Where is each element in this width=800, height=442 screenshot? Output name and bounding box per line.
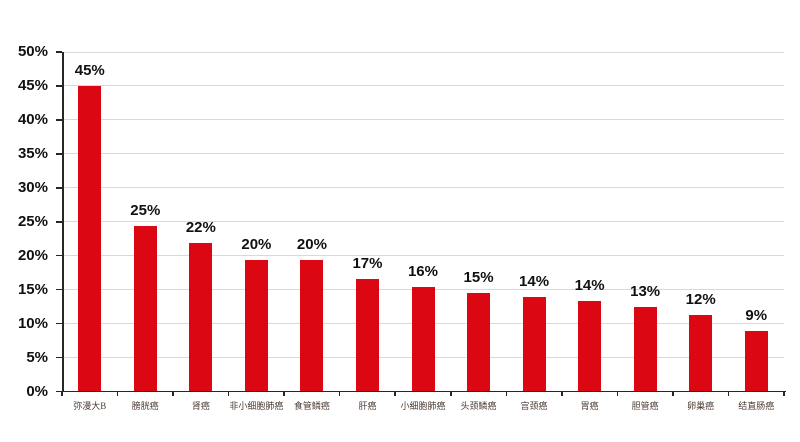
y-axis-tick bbox=[56, 288, 62, 291]
gridline bbox=[62, 187, 784, 189]
bar bbox=[411, 286, 435, 392]
bar bbox=[633, 307, 657, 392]
gridline bbox=[62, 255, 784, 257]
x-axis-tick bbox=[783, 391, 785, 396]
y-tick-label: 25% bbox=[17, 212, 48, 230]
x-tick-label: 肾癌 bbox=[191, 401, 210, 411]
y-tick-label: 5% bbox=[26, 348, 48, 366]
bar bbox=[300, 259, 324, 392]
y-axis-tick bbox=[56, 153, 62, 155]
x-tick-label: 宫颈癌 bbox=[520, 401, 548, 411]
bar-value-label: 25% bbox=[130, 201, 161, 219]
bar bbox=[578, 300, 602, 392]
bar-value-label: 9% bbox=[745, 307, 768, 325]
y-tick-label: 35% bbox=[17, 144, 48, 162]
bar-value-label: 17% bbox=[352, 255, 383, 273]
y-axis-tick bbox=[56, 119, 62, 121]
x-axis-tick bbox=[394, 391, 396, 396]
gridline bbox=[62, 51, 784, 53]
y-tick-label: 40% bbox=[17, 110, 48, 128]
bar-value-label: 16% bbox=[407, 262, 438, 280]
x-axis-tick bbox=[116, 391, 119, 396]
x-axis-tick bbox=[727, 391, 730, 396]
x-axis-tick bbox=[450, 391, 452, 396]
bar bbox=[244, 259, 268, 392]
x-tick-label: 弥漫大B bbox=[73, 401, 107, 411]
y-tick-label: 10% bbox=[17, 314, 48, 332]
x-tick-label: 胆管癌 bbox=[631, 401, 659, 411]
x-tick-label: 卵巢癌 bbox=[687, 401, 715, 411]
x-tick-label: 胃癌 bbox=[580, 401, 599, 411]
y-tick-label: 50% bbox=[17, 43, 48, 60]
x-axis-tick bbox=[561, 391, 563, 396]
x-axis-tick bbox=[283, 391, 285, 396]
gridline bbox=[62, 119, 784, 121]
x-axis-tick bbox=[338, 391, 341, 396]
bar bbox=[78, 85, 102, 392]
bar bbox=[133, 225, 157, 392]
bar-value-label: 45% bbox=[74, 61, 105, 79]
x-axis-tick bbox=[227, 391, 230, 396]
bar-value-label: 20% bbox=[241, 235, 272, 253]
bar-value-label: 20% bbox=[296, 235, 327, 253]
x-tick-label: 食管鳞癌 bbox=[293, 401, 330, 411]
x-tick-label: 结直肠癌 bbox=[738, 401, 775, 411]
y-axis-tick bbox=[56, 356, 62, 359]
bar bbox=[522, 297, 546, 392]
x-axis-tick bbox=[616, 391, 619, 396]
bar-value-label: 12% bbox=[685, 290, 716, 308]
x-tick-label: 肝癌 bbox=[358, 401, 377, 411]
gridline bbox=[62, 85, 784, 87]
x-axis-tick bbox=[172, 391, 174, 396]
bar-value-label: 15% bbox=[463, 269, 494, 287]
bar bbox=[467, 293, 491, 392]
y-axis-tick bbox=[56, 51, 62, 53]
y-axis-tick bbox=[56, 187, 62, 189]
y-tick-label: 0% bbox=[26, 382, 48, 400]
gridline bbox=[62, 153, 784, 155]
x-axis-tick bbox=[672, 391, 674, 396]
y-axis-tick bbox=[56, 85, 62, 87]
x-tick-label: 膀胱癌 bbox=[131, 401, 159, 411]
y-tick-label: 15% bbox=[17, 280, 48, 298]
y-axis-line bbox=[62, 52, 64, 392]
bar-value-label: 13% bbox=[630, 283, 661, 301]
y-tick-label: 20% bbox=[17, 246, 48, 264]
y-tick-label: 45% bbox=[17, 76, 48, 94]
y-axis-tick bbox=[56, 221, 62, 223]
x-tick-label: 小细胞肺癌 bbox=[400, 401, 446, 411]
x-axis-tick bbox=[505, 391, 508, 396]
gridline bbox=[62, 221, 784, 223]
bar-value-label: 22% bbox=[185, 219, 216, 237]
x-axis-tick bbox=[61, 391, 63, 396]
bar bbox=[689, 314, 713, 392]
bar bbox=[189, 243, 213, 392]
bar-value-label: 14% bbox=[519, 273, 550, 291]
x-tick-label: 头颈鳞癌 bbox=[460, 401, 497, 411]
x-tick-label: 非小细胞肺癌 bbox=[229, 401, 284, 411]
y-axis-tick bbox=[56, 254, 62, 257]
bar-value-label: 14% bbox=[574, 276, 605, 294]
x-axis-line bbox=[62, 390, 786, 393]
bar bbox=[355, 279, 379, 392]
y-tick-label: 30% bbox=[17, 178, 48, 196]
y-axis-tick bbox=[56, 390, 62, 393]
y-axis-tick bbox=[56, 322, 62, 325]
bar bbox=[744, 331, 768, 392]
